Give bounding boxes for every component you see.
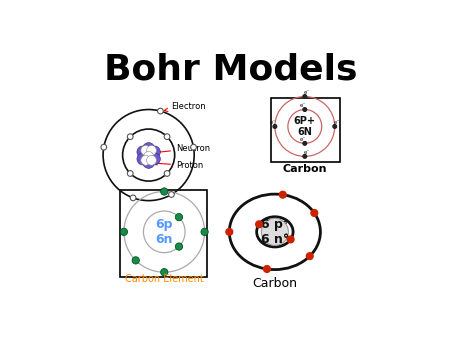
Circle shape [161, 269, 168, 276]
Circle shape [226, 228, 233, 235]
Text: e⁻: e⁻ [304, 150, 310, 155]
Circle shape [306, 253, 313, 260]
Text: Carbon Element: Carbon Element [125, 274, 204, 284]
Text: Electron: Electron [164, 102, 205, 112]
Circle shape [101, 144, 107, 150]
Text: e⁻: e⁻ [334, 120, 340, 125]
Circle shape [169, 192, 174, 197]
Circle shape [158, 108, 163, 114]
Circle shape [148, 146, 160, 158]
Circle shape [303, 154, 306, 158]
Circle shape [273, 125, 277, 128]
Circle shape [120, 228, 127, 236]
Text: e⁻: e⁻ [299, 137, 306, 142]
Circle shape [141, 145, 151, 155]
Circle shape [164, 134, 170, 140]
Circle shape [127, 171, 133, 176]
Circle shape [164, 171, 170, 176]
Circle shape [256, 221, 262, 228]
Text: 6 p⁺
6 n°: 6 p⁺ 6 n° [261, 218, 289, 246]
Bar [120, 190, 207, 277]
Text: e⁻: e⁻ [304, 91, 310, 95]
Circle shape [143, 143, 155, 154]
Text: e⁻: e⁻ [299, 103, 306, 108]
Circle shape [176, 214, 183, 221]
Circle shape [137, 146, 149, 158]
Circle shape [130, 195, 136, 201]
Text: Bohr Models: Bohr Models [104, 52, 357, 86]
Circle shape [201, 228, 208, 236]
Circle shape [279, 191, 286, 198]
Text: e⁻: e⁻ [270, 120, 276, 125]
Circle shape [147, 145, 157, 155]
Text: Carbon: Carbon [283, 164, 327, 174]
Circle shape [333, 125, 337, 128]
Circle shape [311, 210, 318, 216]
Bar [271, 98, 340, 162]
Circle shape [148, 153, 160, 165]
Circle shape [176, 243, 183, 250]
Circle shape [261, 218, 288, 245]
Circle shape [144, 151, 153, 161]
Circle shape [264, 266, 270, 272]
Text: 6P+
6N: 6P+ 6N [294, 116, 316, 137]
Circle shape [303, 108, 306, 111]
Circle shape [303, 142, 306, 145]
Circle shape [141, 155, 151, 165]
Text: Carbon: Carbon [252, 277, 297, 290]
Circle shape [303, 95, 306, 98]
Circle shape [127, 134, 133, 140]
Circle shape [161, 188, 168, 195]
Circle shape [143, 156, 155, 168]
Circle shape [287, 236, 294, 243]
Text: Proton: Proton [154, 161, 203, 170]
Circle shape [132, 257, 140, 264]
Circle shape [147, 155, 157, 165]
Circle shape [137, 153, 149, 165]
Circle shape [191, 144, 196, 150]
Text: Neutron: Neutron [155, 144, 210, 154]
Text: 6p
6n: 6p 6n [156, 218, 173, 246]
